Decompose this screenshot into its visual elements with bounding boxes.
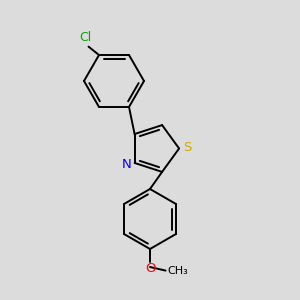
Text: O: O <box>145 262 155 275</box>
Text: N: N <box>122 158 132 171</box>
Text: S: S <box>183 141 192 154</box>
Text: CH₃: CH₃ <box>167 266 188 277</box>
Text: Cl: Cl <box>80 31 92 44</box>
